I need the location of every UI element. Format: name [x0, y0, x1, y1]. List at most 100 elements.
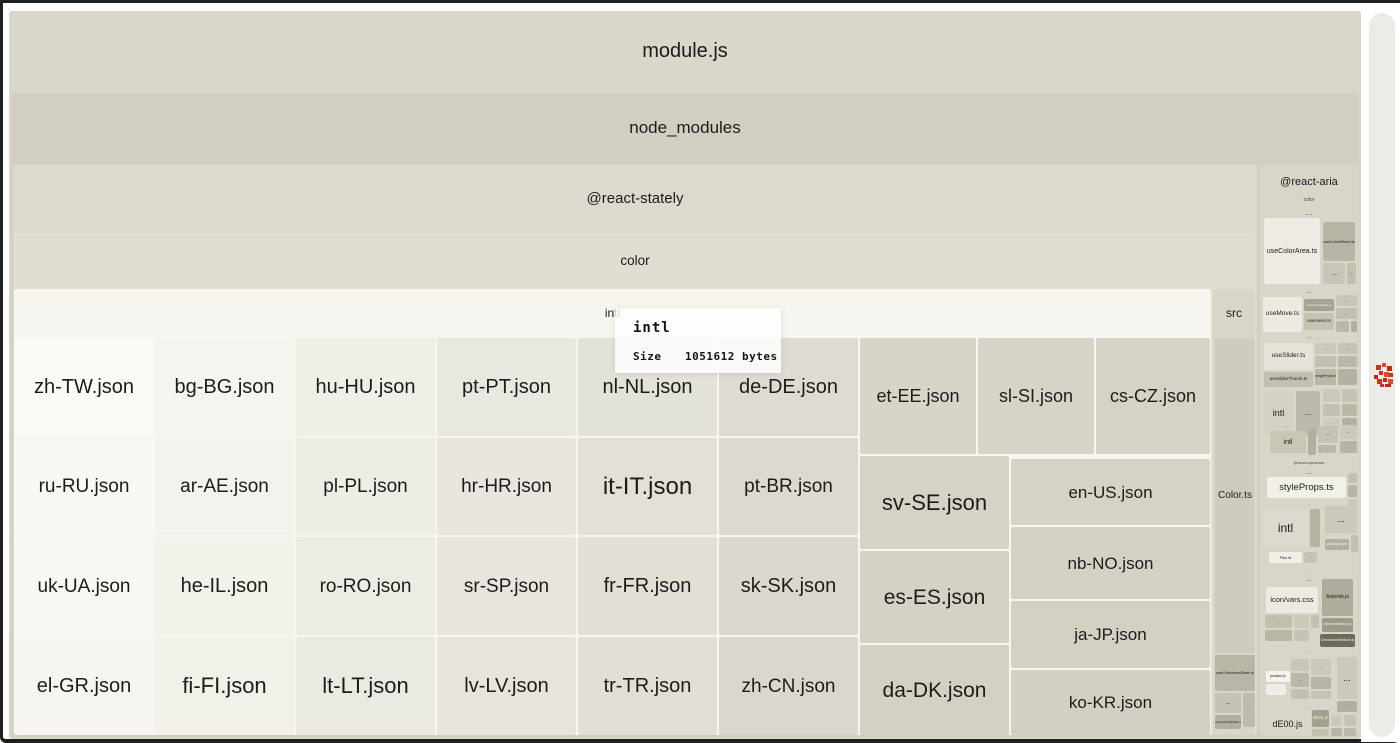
treemap-cell[interactable]: sk-SK.json [719, 537, 858, 635]
aria-node[interactable]: ... [1304, 552, 1317, 563]
aria-node[interactable] [1348, 499, 1357, 507]
aria-node[interactable]: AsteriskMedium.js [1322, 618, 1353, 632]
treemap-cell[interactable]: et-EE.json [860, 338, 976, 454]
aria-node[interactable]: ... [1296, 391, 1320, 435]
aria-node[interactable]: ... [1338, 369, 1357, 385]
treemap-cell[interactable]: tr-TR.json [578, 637, 717, 735]
treemap-cell[interactable]: he-IL.json [155, 537, 294, 635]
aria-node[interactable]: ... [1337, 657, 1357, 699]
aria-node[interactable]: useSlider.ts [1264, 343, 1313, 370]
aria-node[interactable] [1312, 729, 1329, 736]
aria-node[interactable]: ... [1323, 263, 1345, 284]
aria-node[interactable]: ... [1348, 473, 1357, 483]
src-node[interactable]: useColorFieldState.ts [1215, 715, 1241, 729]
treemap-cell[interactable]: pl-PL.json [296, 438, 435, 535]
aria-node[interactable]: ... [1336, 295, 1357, 306]
aria-node[interactable]: ... [1265, 630, 1292, 641]
treemap-cell[interactable]: sv-SE.json [860, 456, 1009, 549]
treemap-cell[interactable]: zh-TW.json [15, 338, 153, 436]
aria-node[interactable]: dE94.js [1312, 710, 1329, 727]
src-node[interactable]: Color.ts [1215, 339, 1255, 653]
treemap-cell[interactable]: nb-NO.json [1011, 527, 1210, 599]
treemap-cell[interactable]: lv-LV.json [437, 637, 576, 735]
treemap-cell[interactable]: ru-RU.json [15, 438, 153, 535]
aria-node[interactable]: ... [1318, 426, 1338, 443]
aria-node[interactable]: intl [1263, 510, 1308, 546]
aria-node[interactable]: ... [1323, 418, 1340, 429]
aria-node[interactable] [1310, 509, 1320, 547]
aria-node[interactable]: styleProps.ts [1267, 477, 1346, 498]
aria-node[interactable]: useFocusVisible.ts [1304, 299, 1334, 311]
aria-node[interactable]: ... [1323, 389, 1340, 402]
aria-node[interactable]: package.json [1325, 539, 1349, 550]
aria-node[interactable]: useHover.ts [1304, 313, 1334, 330]
aria-node[interactable]: ... [1291, 673, 1309, 687]
aria-node[interactable] [1351, 321, 1357, 332]
treemap-cell[interactable]: hu-HU.json [296, 338, 435, 436]
treemap-cell[interactable]: uk-UA.json [15, 537, 153, 635]
src-node[interactable]: ... [1243, 693, 1255, 727]
aria-node[interactable]: mergeProps.ts [1315, 369, 1336, 385]
aria-node[interactable]: CheckmarkMedium.js [1320, 634, 1355, 647]
aria-node[interactable]: ... [1342, 389, 1357, 402]
aria-node[interactable]: ... [1294, 615, 1309, 628]
aria-node[interactable]: ... [1323, 404, 1340, 416]
treemap-cell[interactable]: fi-FI.json [155, 637, 294, 735]
aria-node[interactable]: useMove.ts [1263, 297, 1302, 332]
treemap-cell[interactable]: lt-LT.json [296, 637, 435, 735]
treemap-cell[interactable]: zh-CN.json [719, 637, 858, 735]
aria-node[interactable]: ... [1315, 343, 1336, 354]
aria-node[interactable]: Flex.ts [1269, 552, 1302, 563]
treemap-cell[interactable]: ja-JP.json [1011, 601, 1210, 668]
aria-node[interactable]: useColorWheel.ts [1323, 222, 1355, 261]
aria-node[interactable]: ... [1342, 404, 1357, 416]
aria-node[interactable]: Asterisk.js [1322, 579, 1353, 616]
aria-node[interactable]: ... [1315, 356, 1336, 367]
aria-node[interactable] [1351, 535, 1358, 552]
aria-node[interactable] [1331, 728, 1342, 736]
treemap-cell[interactable]: ko-KR.json [1011, 670, 1210, 735]
aria-node[interactable]: ... [1344, 715, 1356, 726]
aria-node[interactable]: ... [1348, 485, 1357, 497]
treemap-cell[interactable]: sl-SI.json [978, 338, 1094, 454]
aria-node[interactable]: ... [1311, 677, 1331, 689]
aria-node[interactable]: ... [1291, 689, 1309, 699]
aria-node[interactable]: ... [1318, 445, 1336, 453]
aria-node[interactable]: dE00.js [1265, 713, 1310, 736]
aria-node[interactable]: intl [1270, 431, 1306, 453]
aria-node[interactable]: ... [1311, 659, 1331, 675]
aria-node[interactable]: ... [1291, 659, 1309, 671]
aria-node[interactable]: ... [1338, 356, 1357, 367]
aria-node[interactable]: intl [1264, 391, 1293, 435]
treemap-cell[interactable]: es-ES.json [860, 551, 1009, 643]
treemap-cell[interactable]: bg-BG.json [155, 338, 294, 436]
aria-node[interactable]: ... [1340, 425, 1357, 439]
aria-node[interactable]: ... [1294, 630, 1309, 641]
aria-node[interactable]: ... [1337, 701, 1357, 712]
aria-node[interactable]: ... [1325, 506, 1357, 533]
aria-node[interactable]: ... [1342, 418, 1357, 429]
aria-node[interactable] [1308, 429, 1316, 455]
treemap-cell[interactable]: pt-BR.json [719, 438, 858, 535]
aria-node[interactable]: icon/vars.css [1266, 587, 1318, 613]
treemap-cell[interactable]: it-IT.json [578, 438, 717, 535]
treemap-cell[interactable]: ar-AE.json [155, 438, 294, 535]
aria-node[interactable]: useSliderThumb.ts [1264, 372, 1313, 387]
aria-node[interactable]: ... [1266, 684, 1286, 695]
aria-node[interactable]: ... [1340, 441, 1357, 453]
aria-node[interactable]: ... [1338, 343, 1357, 354]
treemap-cell[interactable]: hr-HR.json [437, 438, 576, 535]
aria-node[interactable]: ... [1336, 308, 1357, 319]
treemap-cell[interactable]: en-US.json [1011, 459, 1210, 525]
treemap-cell[interactable]: da-DK.json [860, 645, 1009, 735]
treemap-cell[interactable]: fr-FR.json [578, 537, 717, 635]
aria-node[interactable]: ... [1331, 715, 1342, 726]
treemap-cell[interactable]: pt-PT.json [437, 338, 576, 436]
aria-node[interactable] [1344, 728, 1356, 736]
aria-node[interactable]: useColorArea.ts [1264, 218, 1320, 284]
src-node[interactable]: ... [1215, 693, 1241, 713]
src-node[interactable]: useColorAreaState.ts [1215, 655, 1255, 691]
treemap-cell[interactable]: sr-SP.json [437, 537, 576, 635]
aria-node[interactable] [1311, 691, 1331, 699]
treemap-cell[interactable]: cs-CZ.json [1096, 338, 1210, 454]
